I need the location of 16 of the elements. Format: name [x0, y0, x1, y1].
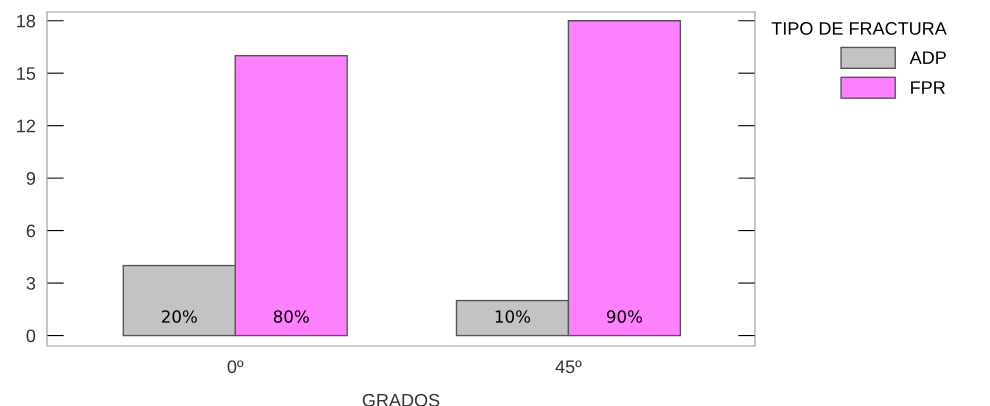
y-tick-label: 15	[17, 67, 36, 80]
annotation: 80%	[274, 310, 309, 323]
x-tick-label: 0º	[228, 360, 244, 374]
y-tick-label: 18	[17, 14, 36, 28]
annotation: 20%	[162, 310, 197, 323]
y-tick-label: 3	[26, 276, 36, 290]
annotation: 90%	[606, 310, 642, 323]
annotation: 10%	[496, 310, 530, 323]
y-tick-label: 6	[26, 224, 36, 238]
legend-label: ADP	[910, 51, 946, 64]
legend-label: FPR	[911, 81, 945, 94]
y-tick-label: 0	[26, 329, 36, 342]
x-tick-label: 45º	[555, 360, 582, 374]
y-tick-label: 9	[26, 172, 36, 185]
y-tick-label: 12	[17, 120, 35, 132]
legend-title: TIPO DE FRACTURA	[772, 22, 947, 35]
